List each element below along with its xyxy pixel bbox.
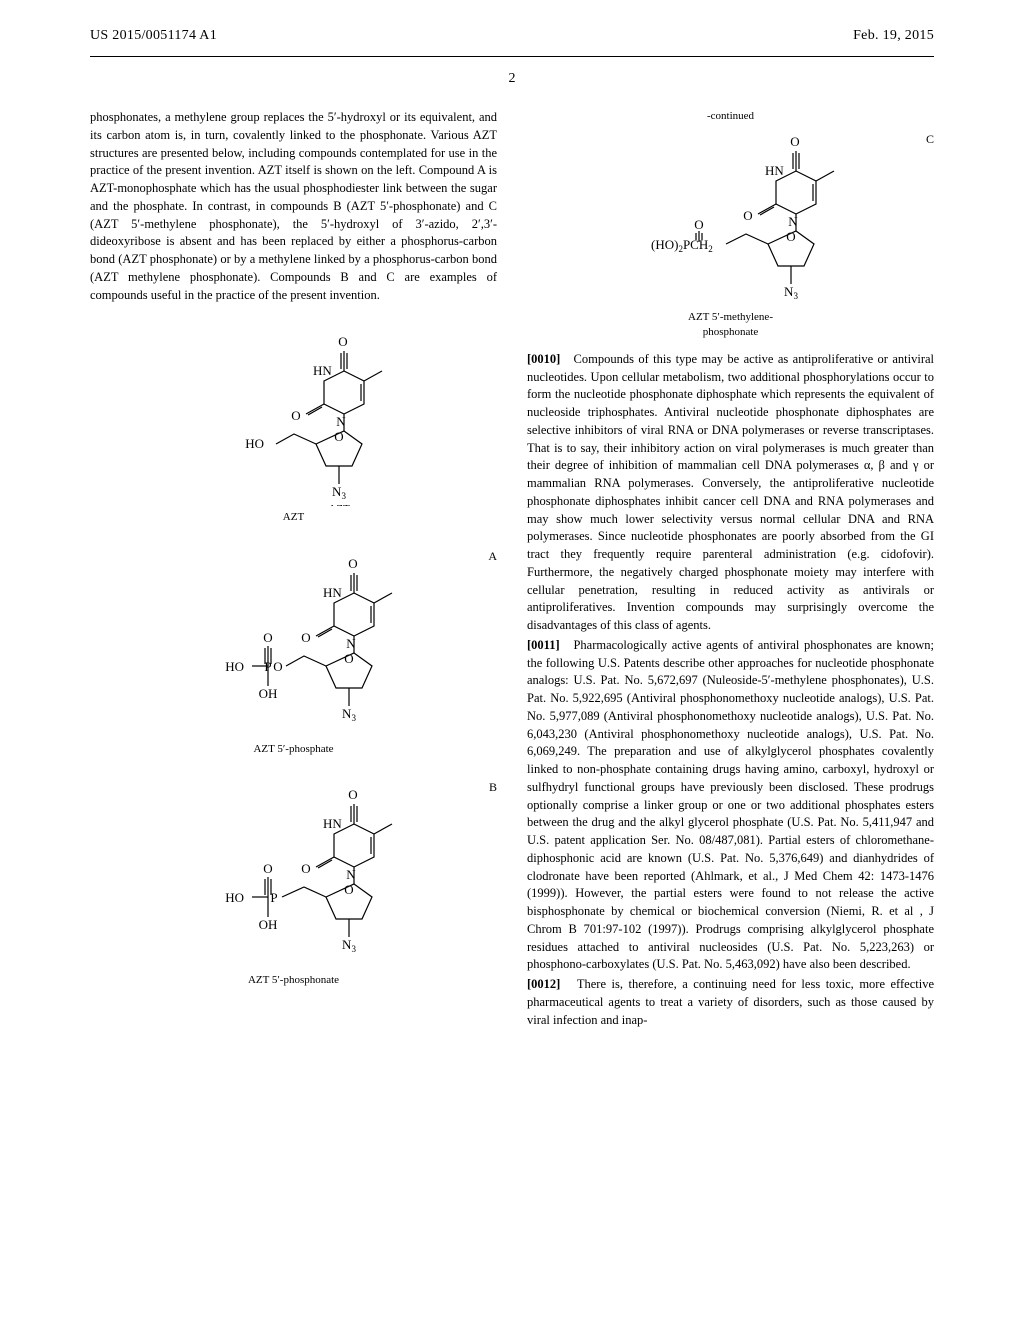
- para-0012-num: [0012]: [527, 977, 560, 991]
- svg-text:O: O: [338, 334, 347, 349]
- structure-azt: O HN N O O HO N3 AZT AZT: [90, 326, 497, 526]
- page-header: US 2015/0051174 A1 Feb. 19, 2015: [0, 0, 1024, 52]
- svg-text:OH: OH: [258, 686, 277, 701]
- compound-c-svg: O HN N O O (HO)2PCH2 O N3: [601, 131, 861, 306]
- header-rule: [90, 56, 934, 57]
- svg-text:O: O: [263, 630, 272, 645]
- svg-text:P: P: [264, 659, 271, 674]
- svg-text:O: O: [348, 556, 357, 571]
- svg-text:HO: HO: [245, 436, 264, 451]
- svg-text:P: P: [270, 890, 277, 905]
- svg-text:O: O: [344, 651, 353, 666]
- label-b: B: [489, 779, 497, 796]
- publication-number: US 2015/0051174 A1: [90, 28, 217, 44]
- svg-text:N3: N3: [784, 284, 798, 301]
- structure-a: A: [90, 548, 497, 758]
- svg-text:O: O: [694, 217, 703, 232]
- svg-text:O: O: [273, 659, 282, 674]
- svg-text:O: O: [344, 882, 353, 897]
- para-0010-text: Compounds of this type may be active as …: [527, 352, 934, 632]
- compound-b-svg: O HN N O O P O OH HO N3: [174, 779, 414, 969]
- svg-text:(HO)2PCH2: (HO)2PCH2: [651, 237, 713, 254]
- svg-text:O: O: [334, 429, 343, 444]
- continued-label: -continued: [527, 109, 934, 125]
- compound-c-caption-2: phosphonate: [527, 325, 934, 341]
- compound-a-svg: O HN N O O O P O OH HO N3: [174, 548, 414, 738]
- left-column: phosphonates, a methylene group replaces…: [90, 109, 497, 1031]
- svg-text:N3: N3: [342, 706, 356, 723]
- svg-text:O: O: [348, 787, 357, 802]
- svg-text:O: O: [790, 134, 799, 149]
- svg-text:N: N: [346, 867, 356, 882]
- para-0011-num: [0011]: [527, 638, 560, 652]
- label-a: A: [488, 548, 497, 565]
- publication-date: Feb. 19, 2015: [853, 28, 934, 44]
- para-0011: [0011] Pharmacologically active agents o…: [527, 637, 934, 974]
- svg-text:HO: HO: [225, 659, 244, 674]
- right-column: -continued C: [527, 109, 934, 1031]
- svg-text:HN: HN: [765, 163, 784, 178]
- svg-text:N: N: [346, 636, 356, 651]
- para-0010-num: [0010]: [527, 352, 560, 366]
- svg-text:HN: HN: [323, 816, 342, 831]
- structure-b: B: [90, 779, 497, 989]
- para-0011-text: Pharmacologically active agents of antiv…: [527, 638, 934, 972]
- para-0012-text: There is, therefore, a continuing need f…: [527, 977, 934, 1027]
- svg-text:O: O: [743, 208, 752, 223]
- svg-text:N3: N3: [342, 937, 356, 954]
- intro-paragraph: phosphonates, a methylene group replaces…: [90, 109, 497, 304]
- page-number: 2: [0, 71, 1024, 87]
- azt-caption: AZT: [90, 510, 497, 526]
- svg-text:HN: HN: [323, 585, 342, 600]
- svg-text:HN: HN: [313, 363, 332, 378]
- azt-svg: O HN N O O HO N3 AZT: [194, 326, 394, 506]
- svg-text:N3: N3: [332, 484, 346, 501]
- svg-text:AZT: AZT: [328, 503, 350, 506]
- svg-text:O: O: [301, 861, 310, 876]
- svg-text:OH: OH: [258, 917, 277, 932]
- para-0012: [0012] There is, therefore, a continuing…: [527, 976, 934, 1029]
- svg-text:O: O: [786, 229, 795, 244]
- compound-c-caption-1: AZT 5′-methylene-: [527, 310, 934, 326]
- compound-a-caption: AZT 5′-phosphate: [90, 742, 497, 758]
- svg-text:O: O: [263, 861, 272, 876]
- svg-text:N: N: [336, 414, 346, 429]
- label-c: C: [926, 131, 934, 148]
- para-0010: [0010] Compounds of this type may be act…: [527, 351, 934, 635]
- compound-b-caption: AZT 5′-phosphonate: [90, 973, 497, 989]
- svg-text:O: O: [291, 408, 300, 423]
- svg-text:N: N: [788, 214, 798, 229]
- structure-c: C: [527, 131, 934, 341]
- content-area: phosphonates, a methylene group replaces…: [0, 109, 1024, 1031]
- svg-text:HO: HO: [225, 890, 244, 905]
- svg-text:O: O: [301, 630, 310, 645]
